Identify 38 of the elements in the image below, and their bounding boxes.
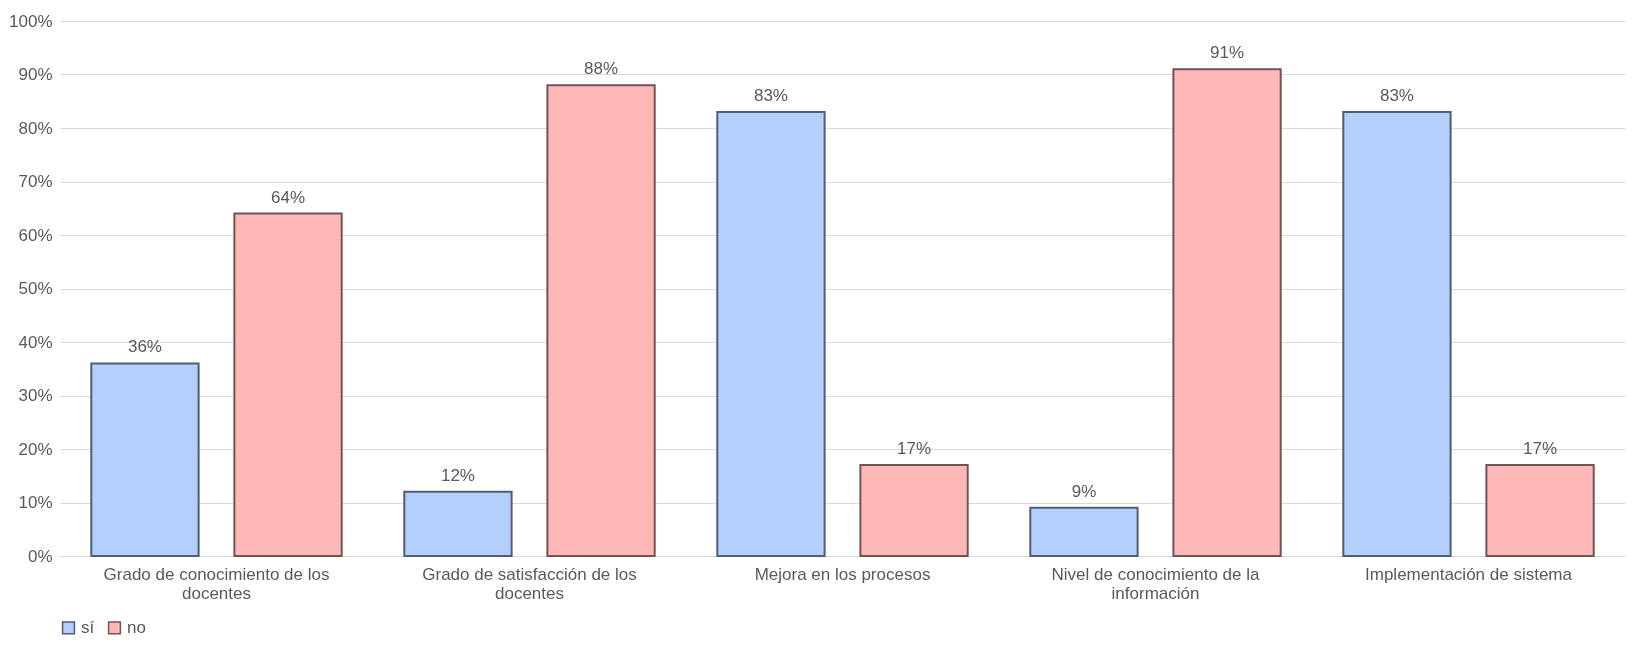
y-tick-label: 40% <box>18 332 53 352</box>
bar <box>859 464 969 557</box>
bar <box>90 362 200 557</box>
bar <box>403 490 513 557</box>
x-tick-label: Nivel de conocimiento de la información <box>1051 564 1260 603</box>
y-tick-label: 80% <box>18 118 53 138</box>
y-tick-label: 100% <box>9 11 53 31</box>
y-tick-label: 90% <box>18 65 53 84</box>
bar <box>1342 110 1452 557</box>
y-tick-label: 20% <box>18 439 53 459</box>
data-label: 17% <box>897 439 932 459</box>
x-tick-label: Mejora en los procesos <box>754 564 931 584</box>
data-label: 64% <box>271 187 306 207</box>
y-tick-label: 0% <box>27 546 53 566</box>
data-label: 36% <box>127 337 162 357</box>
x-tick-label: Implementación de sistema <box>1365 564 1573 584</box>
y-tick-label: 10% <box>18 493 53 512</box>
data-label: 9% <box>1071 481 1097 501</box>
bar <box>1485 464 1595 557</box>
y-tick-label: 30% <box>18 386 53 405</box>
legend-label: no <box>127 617 146 637</box>
legend-label: sí <box>81 617 95 637</box>
y-tick-label: 70% <box>18 172 53 191</box>
data-label: 12% <box>440 465 475 485</box>
bar <box>716 110 826 557</box>
bar <box>546 84 656 557</box>
bar <box>1172 68 1282 557</box>
x-tick-label: Grado de conocimiento de los docentes <box>103 564 330 603</box>
data-label: 91% <box>1210 43 1245 63</box>
y-tick-label: 60% <box>18 225 53 245</box>
bar <box>1029 506 1139 557</box>
data-label: 17% <box>1523 439 1558 459</box>
data-label: 88% <box>584 59 619 79</box>
data-label: 83% <box>1379 85 1414 105</box>
y-tick-label: 50% <box>18 279 53 298</box>
data-label: 83% <box>753 85 788 105</box>
bar <box>233 212 343 557</box>
x-tick-label: Grado de satisfacción de los docentes <box>422 564 637 603</box>
